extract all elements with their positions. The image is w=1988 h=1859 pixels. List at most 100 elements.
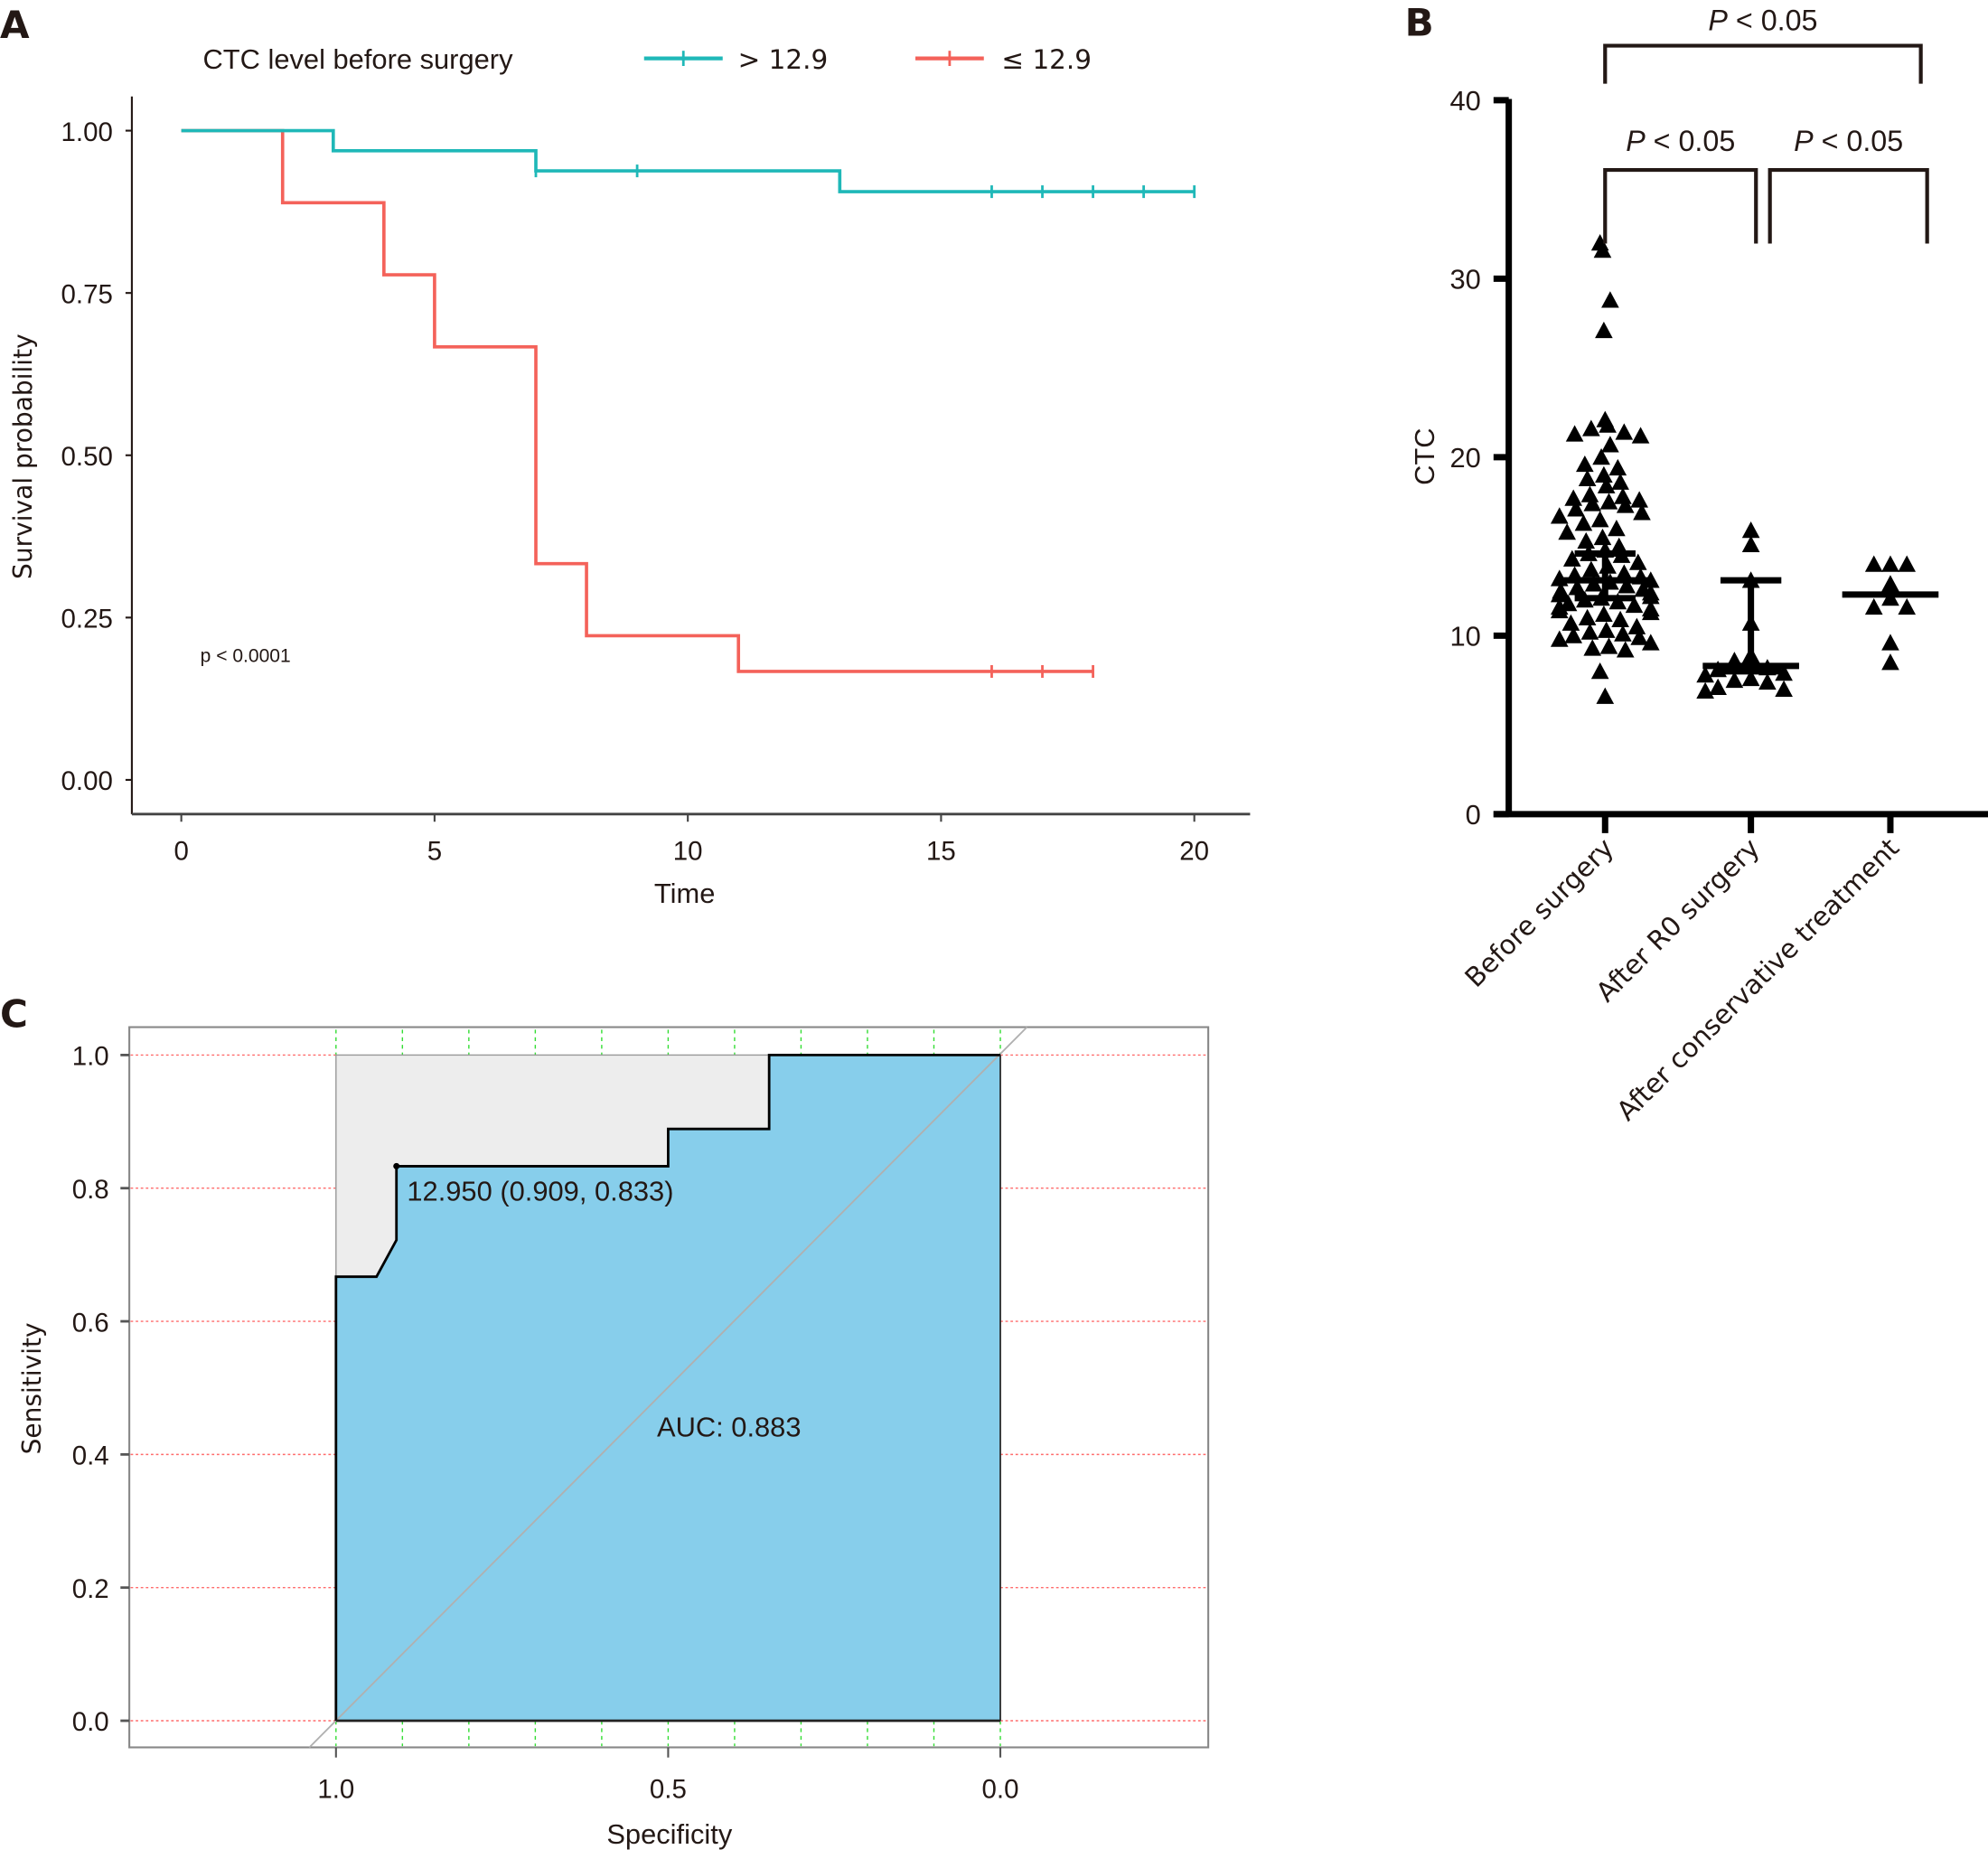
ctc-data-point <box>1577 531 1596 549</box>
km-y-tick-label: 0.50 <box>61 442 113 472</box>
ctc-data-point <box>1709 678 1727 696</box>
ctc-data-point <box>1590 511 1609 528</box>
significance-bracket <box>1603 43 1923 84</box>
ctc-data-point <box>1592 448 1610 465</box>
roc-x-tick-label: 0.5 <box>650 1775 687 1805</box>
ctc-y-axis-label: CTC <box>1409 427 1440 484</box>
ctc-data-point <box>1615 423 1634 440</box>
ctc-data-point <box>1601 436 1619 453</box>
ctc-data-point <box>1590 662 1609 680</box>
ctc-data-point <box>1741 521 1760 539</box>
ctc-data-point <box>1595 605 1613 623</box>
significance-p-value: < 0.05 <box>1728 5 1818 37</box>
significance-bracket <box>1603 167 1758 244</box>
ctc-data-point <box>1550 586 1569 603</box>
km-y-tick-label: 0.75 <box>61 279 113 309</box>
roc-curve <box>334 1054 1001 1722</box>
ctc-data-point <box>1864 555 1883 572</box>
ctc-data-point <box>1595 321 1613 339</box>
ctc-data-point <box>1568 578 1587 596</box>
ctc-data-point <box>1611 610 1629 627</box>
ctc-data-point <box>1775 663 1793 681</box>
ctc-data-point <box>1561 614 1580 631</box>
km-x-tick-label: 5 <box>427 836 442 866</box>
ctc-data-point <box>1611 473 1629 490</box>
km-x-tick-label: 15 <box>926 836 956 866</box>
ctc-data-point <box>1596 687 1615 704</box>
ctc-data-point <box>1593 528 1612 546</box>
ctc-data-point <box>1775 680 1793 698</box>
ctc-data-point <box>1696 681 1714 699</box>
ctc-data-point <box>1898 597 1917 615</box>
ctc-data-point <box>1630 491 1648 508</box>
km-y-tick-label: 0.00 <box>61 766 113 796</box>
ctc-data-point <box>1881 634 1899 651</box>
ctc-data-point <box>1618 577 1636 594</box>
ctc-data-point <box>1593 240 1612 258</box>
ctc-data-point <box>1601 291 1619 308</box>
ctc-data-point <box>1580 623 1599 640</box>
roc-x-axis-label: Specificity <box>606 1818 732 1850</box>
ctc-y-tick-label: 20 <box>1449 442 1480 474</box>
ctc-data-point <box>1576 455 1594 473</box>
ctc-data-point <box>1550 507 1569 524</box>
ctc-data-point <box>1630 628 1648 645</box>
panel-label-b: B <box>1405 0 1434 44</box>
significance-p-value: < 0.05 <box>1814 125 1904 157</box>
ctc-data-point <box>1616 641 1635 658</box>
km-legend-label-low: ≤ 12.9 <box>1001 44 1092 75</box>
ctc-y-tick-label: 30 <box>1449 264 1480 296</box>
roc-best-threshold-label: 12.950 (0.909, 0.833) <box>407 1176 673 1207</box>
ctc-data-point <box>1641 587 1660 605</box>
ctc-data-point <box>1614 487 1632 504</box>
panel-c-roc-curve: 0.00.20.40.60.81.0 1.0 0.5 0.0 AUC: 0.883 … <box>17 1026 1210 1850</box>
panel-label-c: C <box>0 992 28 1037</box>
ctc-data-point <box>1725 671 1744 689</box>
ctc-y-tick-label: 0 <box>1466 799 1481 831</box>
ctc-data-point <box>1580 485 1599 502</box>
significance-label: P < 0.05 <box>1626 125 1735 157</box>
ctc-data-point <box>1608 458 1627 476</box>
ctc-data-point <box>1696 665 1714 683</box>
significance-p-symbol: P <box>1794 125 1814 157</box>
roc-y-axis-label: Sensitivity <box>17 1322 47 1454</box>
significance-label: P < 0.05 <box>1794 125 1903 157</box>
ctc-data-point <box>1625 596 1644 614</box>
ctc-data-point <box>1578 469 1597 486</box>
km-x-tick-label: 20 <box>1179 836 1209 866</box>
km-legend-label-high: > 12.9 <box>738 44 829 75</box>
ctc-data-point <box>1562 549 1581 567</box>
ctc-category-label: After conservative treatment <box>1611 832 1906 1127</box>
ctc-category-label: Before surgery <box>1459 832 1620 993</box>
km-y-tick-label: 1.00 <box>61 117 113 147</box>
ctc-data-point <box>1595 465 1613 484</box>
km-x-axis-label: Time <box>654 878 715 909</box>
ctc-data-point <box>1608 520 1626 537</box>
ctc-data-point <box>1597 476 1616 493</box>
ctc-data-point <box>1565 425 1584 442</box>
ctc-y-tick-label: 40 <box>1449 85 1480 117</box>
ctc-data-point <box>1582 419 1600 437</box>
ctc-data-point <box>1564 489 1583 506</box>
km-legend-item-low: ≤ 12.9 <box>915 44 1092 75</box>
ctc-data-point <box>1741 669 1760 687</box>
roc-y-tick-label: 0.0 <box>72 1707 109 1737</box>
ctc-data-point <box>1578 608 1597 626</box>
km-x-tick-label: 10 <box>673 836 703 866</box>
ctc-data-point <box>1616 496 1635 513</box>
km-y-tick-label: 0.25 <box>61 605 113 634</box>
ctc-data-point <box>1741 535 1760 553</box>
km-x-tick-label: 0 <box>173 836 188 866</box>
significance-p-symbol: P <box>1708 5 1728 37</box>
km-legend-title: CTC level before surgery <box>202 43 513 75</box>
significance-p-value: < 0.05 <box>1646 125 1736 157</box>
ctc-data-point <box>1574 514 1593 531</box>
ctc-data-point <box>1758 672 1777 690</box>
km-curve-low <box>181 128 1093 673</box>
ctc-data-point <box>1641 603 1660 621</box>
ctc-data-point <box>1627 617 1646 634</box>
roc-reference-diagonal <box>308 1026 1028 1749</box>
ctc-data-point <box>1599 637 1618 654</box>
ctc-data-point <box>1898 555 1917 572</box>
